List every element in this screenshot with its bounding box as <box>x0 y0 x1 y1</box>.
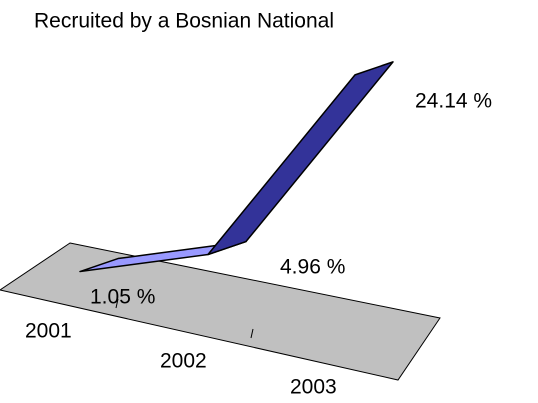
chart-title: Recruited by a Bosnian National <box>34 10 334 33</box>
floor-tick <box>115 298 119 309</box>
x-tick-label: 2002 <box>160 350 207 373</box>
data-label: 4.96 % <box>280 256 345 279</box>
floor-tick <box>250 328 254 339</box>
data-label: 1.05 % <box>90 286 155 309</box>
floor <box>0 242 441 381</box>
x-tick-label: 2001 <box>25 320 72 343</box>
data-label: 24.14 % <box>415 90 492 113</box>
x-tick-label: 2003 <box>290 376 337 399</box>
line-segment <box>207 61 394 256</box>
